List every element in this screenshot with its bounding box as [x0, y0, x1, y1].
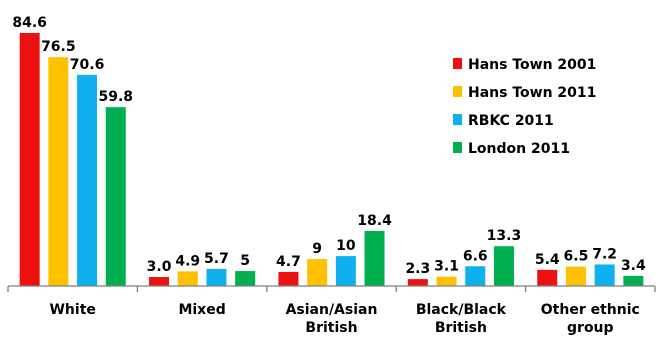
legend-label: London 2011	[468, 141, 570, 157]
value-label: 76.5	[41, 39, 76, 55]
category-label-line: British	[305, 320, 357, 336]
value-label: 84.6	[12, 15, 47, 31]
bar	[364, 230, 385, 286]
category-label-line: White	[49, 302, 95, 318]
bar	[206, 268, 227, 286]
value-label: 4.9	[175, 253, 200, 269]
value-label: 6.5	[564, 249, 589, 265]
category-label: Mixed	[178, 302, 225, 318]
value-label: 5.4	[535, 252, 560, 268]
bar	[335, 256, 356, 286]
value-label: 10	[336, 238, 356, 254]
legend-label: RBKC 2011	[468, 113, 554, 129]
bar	[436, 276, 457, 286]
legend-swatch	[453, 86, 462, 97]
value-label: 18.4	[357, 213, 392, 229]
bar	[407, 279, 428, 286]
legend-label: Hans Town 2011	[468, 85, 596, 101]
legend: Hans Town 2001 Hans Town 2011 RBKC 2011 Lon…	[453, 57, 596, 157]
category-label-line: group	[567, 320, 614, 336]
value-label: 6.6	[463, 248, 488, 264]
value-label: 3.4	[621, 258, 646, 274]
bar	[465, 266, 486, 286]
bar	[149, 277, 170, 286]
value-label: 59.8	[98, 89, 133, 105]
bar	[177, 271, 198, 286]
bar	[278, 271, 299, 286]
value-label: 13.3	[487, 228, 522, 244]
category-label-line: Mixed	[178, 302, 225, 318]
value-label: 4.7	[276, 254, 301, 270]
value-label: 5	[240, 253, 250, 269]
bar	[594, 264, 615, 286]
bar	[77, 74, 98, 286]
value-label: 7.2	[592, 246, 617, 262]
bar	[48, 57, 69, 286]
category-label: Other ethnic group	[541, 302, 640, 336]
value-label: 3.1	[434, 259, 459, 275]
x-axis-ticks	[7, 286, 656, 292]
bar	[235, 271, 256, 286]
bar	[565, 266, 586, 286]
bar	[623, 275, 644, 286]
legend-swatch	[453, 142, 462, 153]
category-label: Black/Black British	[416, 302, 507, 336]
value-label: 5.7	[204, 251, 229, 267]
category-label-line: Asian/Asian	[286, 302, 378, 318]
category-label: White	[49, 302, 95, 318]
value-label: 2.3	[405, 261, 430, 277]
category-label-line: Other ethnic	[541, 302, 640, 318]
category-label-line: Black/Black	[416, 302, 507, 318]
legend-swatch	[453, 58, 462, 69]
value-label: 9	[312, 241, 322, 257]
bar	[493, 246, 514, 286]
category-label-line: British	[435, 320, 487, 336]
bars-layer	[19, 33, 644, 286]
bar	[105, 107, 126, 286]
category-label: Asian/Asian British	[286, 302, 378, 336]
value-label: 3.0	[147, 259, 172, 275]
legend-label: Hans Town 2001	[468, 57, 596, 73]
legend-swatch	[453, 114, 462, 125]
value-label: 70.6	[70, 57, 105, 73]
bar	[19, 33, 40, 286]
bar	[537, 269, 558, 286]
bar	[307, 259, 328, 286]
